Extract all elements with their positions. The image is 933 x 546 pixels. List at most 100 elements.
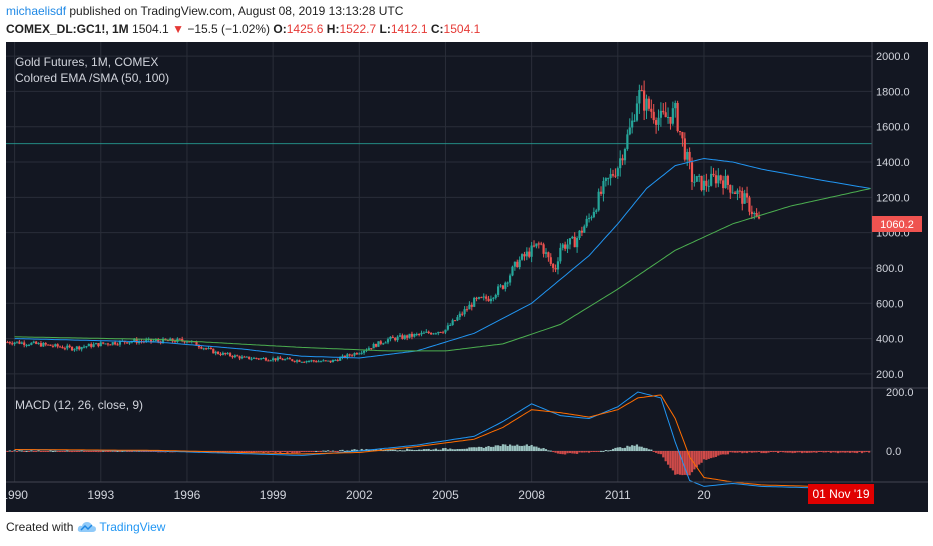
- candle-body: [508, 275, 512, 283]
- candle-body: [154, 340, 157, 342]
- candle-body: [20, 342, 23, 344]
- macd-hist-bar: [410, 449, 414, 451]
- candle-body: [441, 332, 445, 334]
- macd-hist-bar: [810, 451, 813, 453]
- time-tick-label: 1990: [6, 488, 28, 502]
- candle-body: [310, 360, 313, 362]
- time-tick-label: 2005: [432, 488, 459, 502]
- candle-body: [80, 347, 83, 350]
- macd-hist-bar: [702, 451, 706, 460]
- candle-body: [456, 317, 459, 321]
- candle-body: [260, 358, 263, 360]
- tradingview-link[interactable]: TradingView: [77, 520, 165, 534]
- time-axis[interactable]: 1990 1993 1996 1999 2002 2005 2008 2011 20: [6, 481, 928, 502]
- footer: Created with TradingView: [6, 520, 165, 534]
- macd-hist-bar: [305, 451, 308, 453]
- macd-hist-bar: [473, 447, 476, 451]
- candle-body: [70, 346, 74, 351]
- signal-line: [14, 394, 871, 489]
- macd-hist-bar: [635, 444, 639, 451]
- time-tick-label: 1996: [174, 488, 201, 502]
- macd-hist-bar: [374, 449, 378, 451]
- macd-hist-bar: [537, 447, 540, 451]
- candle-body: [731, 192, 734, 194]
- macd-hist-bar: [13, 450, 16, 452]
- macd-hist-bar: [351, 449, 354, 451]
- macd-hist-bar: [585, 451, 588, 453]
- candle-body: [542, 244, 545, 254]
- macd-hist-bar: [114, 451, 117, 452]
- candle-body: [439, 331, 442, 333]
- macd-hist-bar: [686, 451, 689, 476]
- macd-hist-bar: [427, 448, 430, 451]
- candle-body: [300, 361, 303, 363]
- candle-body: [690, 162, 694, 182]
- macd-hist-bar: [360, 448, 363, 451]
- candle-body: [497, 286, 500, 295]
- candle-body: [446, 325, 449, 330]
- candle-body: [133, 339, 136, 342]
- candle-body: [312, 360, 315, 362]
- macd-hist-bar: [664, 451, 667, 462]
- candle-body: [207, 347, 210, 349]
- candle-body: [226, 353, 229, 355]
- candle-body: [475, 297, 478, 299]
- candle-body: [166, 340, 169, 342]
- candle-body: [571, 236, 574, 239]
- price-axis[interactable]: 200.0400.0600.0800.01000.01200.01400.016…: [871, 42, 914, 482]
- candle-body: [437, 331, 440, 334]
- candle-body: [726, 175, 730, 185]
- macd-hist-bar: [552, 451, 555, 453]
- candle-body: [458, 313, 461, 318]
- macd-hist-bar: [688, 451, 691, 476]
- macd-hist-bar: [573, 451, 576, 454]
- candle-body: [676, 102, 679, 132]
- macd-hist-bar: [145, 451, 148, 452]
- candle-body: [535, 243, 538, 247]
- candle-body: [592, 211, 595, 218]
- price-tick-label: 1400.0: [876, 157, 910, 169]
- candle-body: [188, 341, 191, 343]
- candle-body: [564, 244, 567, 249]
- candle-body: [525, 251, 528, 257]
- macd-hist-bar: [841, 451, 844, 453]
- macd-hist-bar: [784, 451, 787, 453]
- candle-body: [729, 184, 732, 193]
- macd-hist-bar: [626, 445, 629, 451]
- candle-body: [485, 296, 488, 299]
- macd-label: MACD (12, 26, close, 9): [15, 398, 143, 412]
- macd-hist-bar: [525, 444, 528, 451]
- macd-hist-bar: [681, 451, 684, 476]
- macd-hist-bar: [264, 451, 268, 452]
- chart-canvas[interactable]: 200.0400.0600.0800.01000.01200.01400.016…: [6, 42, 928, 512]
- macd-tick-label: 200.0: [886, 387, 914, 399]
- candle-body: [228, 353, 232, 356]
- candle-body: [128, 342, 131, 344]
- macd-hist-bar: [477, 446, 481, 451]
- macd-hist-bar: [425, 449, 428, 451]
- candle-body: [532, 245, 536, 247]
- author-link[interactable]: michaelisdf: [6, 4, 67, 18]
- macd-hist-bar: [777, 451, 780, 453]
- macd-hist-bar: [142, 451, 145, 452]
- macd-hist-bar: [23, 451, 26, 452]
- macd-hist-bar: [135, 451, 138, 452]
- macd-hist-bar: [492, 446, 495, 451]
- macd-hist-bar: [848, 451, 852, 453]
- candle-body: [216, 351, 220, 355]
- macd-hist-bar: [228, 451, 232, 453]
- candle-body: [705, 180, 708, 186]
- macd-hist-bar: [408, 449, 411, 451]
- macd-hist-bar: [736, 451, 739, 453]
- candle-body: [717, 175, 720, 184]
- candle-body: [35, 341, 38, 344]
- candle-body: [470, 304, 473, 307]
- macd-hist-bar: [288, 451, 291, 453]
- candle-body: [279, 357, 282, 360]
- macd-hist-bar: [128, 451, 131, 452]
- candle-body: [473, 297, 476, 307]
- macd-hist-bar: [401, 450, 404, 452]
- candle-body: [499, 285, 502, 287]
- candle-body: [583, 226, 586, 233]
- candle-body: [283, 359, 287, 361]
